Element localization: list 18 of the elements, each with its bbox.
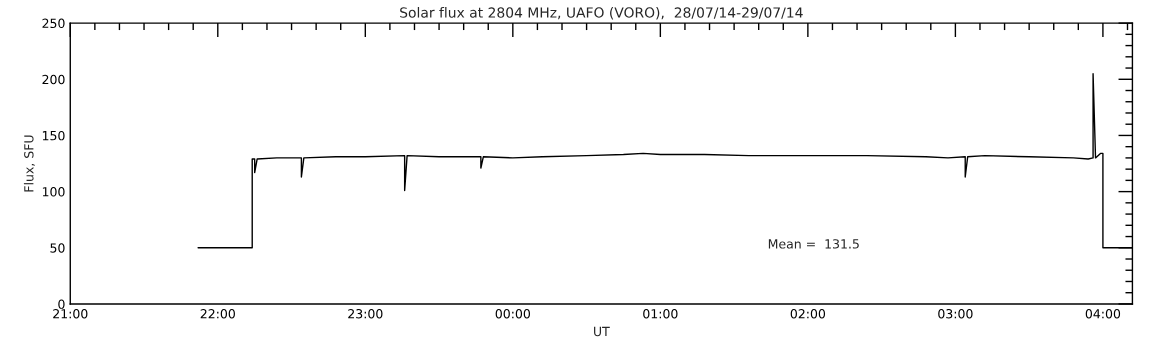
x-tick-label: 02:00: [790, 309, 826, 319]
x-tick-label: 22:00: [200, 309, 235, 319]
x-tick-label: 03:00: [938, 309, 973, 319]
y-tick-label: 150: [42, 130, 65, 141]
x-tick-label: 21:00: [53, 309, 88, 319]
y-tick-label: 200: [42, 74, 65, 85]
annotation: Mean = 131.5: [768, 239, 859, 249]
y-tick-label: 50: [50, 243, 65, 253]
x-tick-label: 23:00: [348, 309, 383, 319]
y-tick-label: 0: [58, 299, 65, 309]
x-tick-label: 00:00: [495, 309, 531, 319]
y-tick-label: 100: [42, 187, 65, 197]
x-axis-title: UT: [594, 326, 610, 337]
x-tick-label: 01:00: [643, 309, 678, 319]
x-tick-label: 04:00: [1085, 309, 1121, 319]
y-tick-label: 250: [42, 18, 65, 29]
y-axis-title: Flux, SFU: [23, 135, 35, 192]
chart-title: Solar flux at 2804 MHz, UAFO (VORO), 28/07/14-29/07/14: [400, 7, 803, 20]
